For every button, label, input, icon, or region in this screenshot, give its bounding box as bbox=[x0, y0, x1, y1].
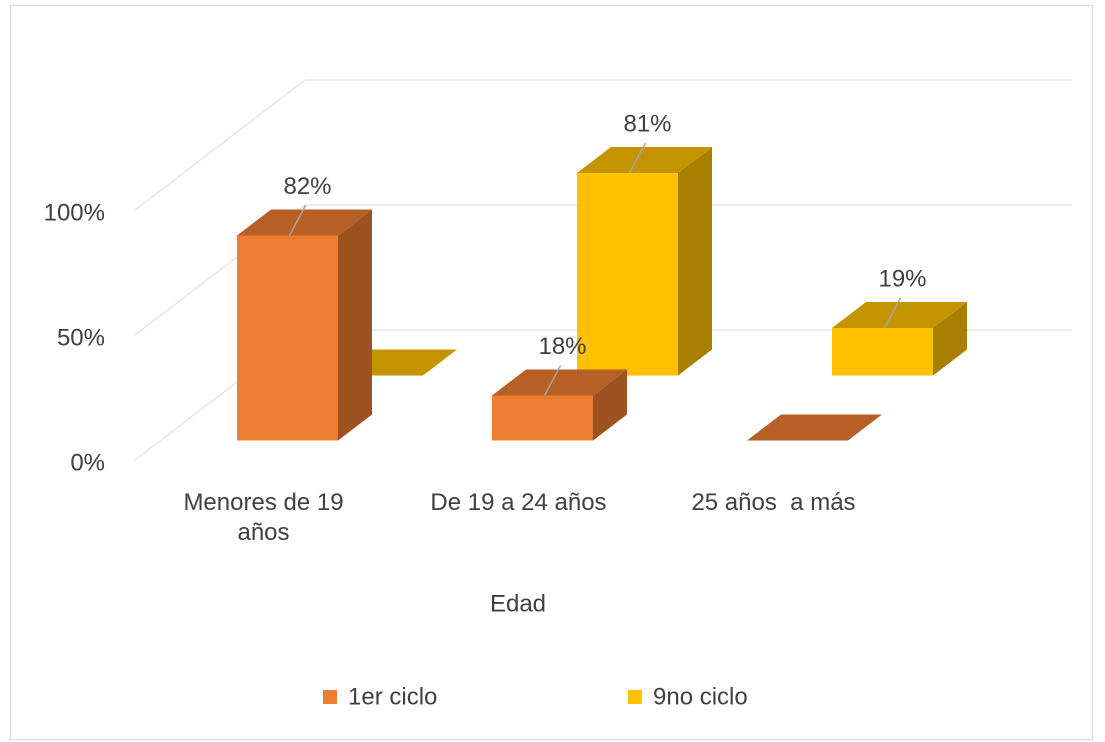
bar-top bbox=[237, 209, 372, 236]
x-tick-label: 25 años a más bbox=[691, 489, 856, 516]
data-label: 18% bbox=[538, 333, 586, 360]
x-axis-title: Edad bbox=[490, 590, 546, 617]
bar bbox=[832, 328, 933, 376]
y-tick-label: 50% bbox=[57, 324, 105, 351]
bar-side bbox=[933, 302, 967, 376]
data-label: 81% bbox=[623, 110, 671, 137]
y-tick-label: 0% bbox=[70, 449, 105, 476]
bar-top bbox=[747, 414, 882, 441]
leader-line bbox=[543, 365, 562, 396]
data-label: 82% bbox=[283, 173, 331, 200]
legend-label: 1er ciclo bbox=[348, 683, 437, 710]
y-tick-label: 100% bbox=[44, 199, 105, 226]
bar bbox=[237, 235, 338, 441]
legend-swatch bbox=[628, 690, 642, 704]
bar bbox=[492, 395, 593, 441]
bar-top bbox=[832, 302, 967, 328]
bar-top bbox=[492, 369, 627, 396]
leader-line bbox=[288, 205, 307, 236]
legend-swatch bbox=[323, 690, 337, 704]
bar-side bbox=[593, 369, 627, 441]
bar-side bbox=[678, 147, 712, 376]
data-label: 19% bbox=[878, 265, 926, 292]
leader-line bbox=[628, 142, 647, 174]
grid-line bbox=[134, 79, 306, 211]
leader-line bbox=[883, 297, 902, 329]
bar bbox=[577, 173, 678, 376]
x-tick-label: De 19 a 24 años bbox=[430, 489, 607, 516]
bar-side bbox=[338, 209, 372, 441]
legend-label: 9no ciclo bbox=[653, 683, 748, 710]
x-tick-label: Menores de 19 años bbox=[183, 489, 351, 546]
bar-top bbox=[577, 147, 712, 173]
